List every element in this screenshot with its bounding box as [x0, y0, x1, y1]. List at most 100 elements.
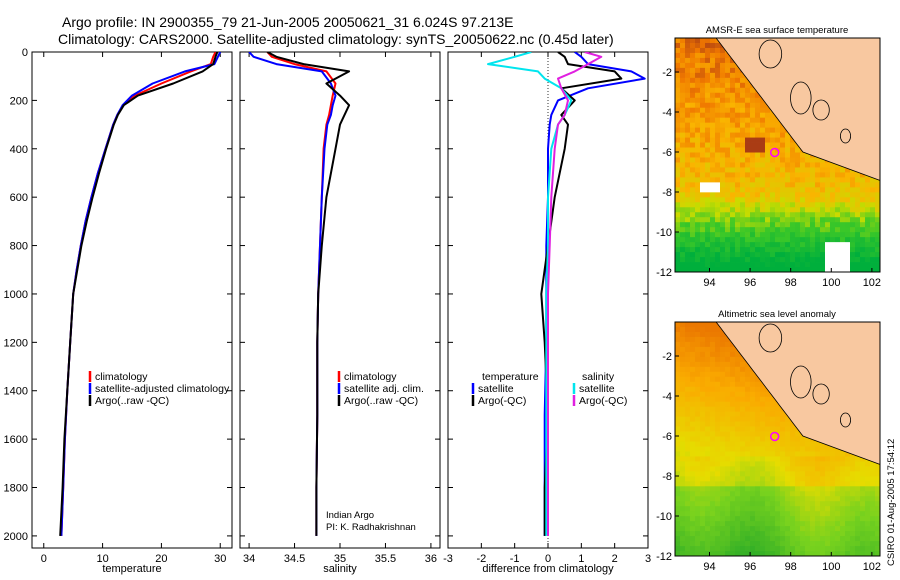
map-cell: [725, 252, 731, 258]
map-cell: [765, 416, 771, 422]
map-cell: [715, 486, 721, 492]
map-cell: [680, 476, 686, 482]
map-cell: [790, 257, 796, 263]
map-cell: [845, 267, 851, 272]
map-cell: [685, 501, 691, 507]
map-cell: [760, 207, 766, 213]
map-cell: [800, 506, 806, 512]
map-cell: [790, 551, 796, 556]
map-cell: [730, 546, 736, 552]
map-cell: [805, 172, 811, 178]
map-cell: [755, 202, 761, 208]
map-cell: [720, 227, 726, 233]
map-cell: [695, 262, 701, 268]
map-cell: [805, 546, 811, 552]
map-cell: [730, 531, 736, 537]
map-cell: [695, 426, 701, 432]
map-cell: [680, 107, 686, 114]
map-cell: [775, 446, 781, 452]
map-cell: [760, 441, 766, 447]
map-cell: [690, 516, 696, 522]
map-cell: [840, 197, 846, 203]
map-cell: [800, 541, 806, 547]
map-cell: [740, 461, 746, 467]
map-cell: [715, 187, 721, 193]
map-cell: [745, 416, 751, 422]
map-cell: [800, 242, 806, 248]
map-cell: [815, 207, 821, 213]
map-cell: [730, 456, 736, 462]
map-cell: [865, 481, 871, 487]
map-cell: [785, 421, 791, 427]
map-cell: [725, 341, 731, 348]
map-cell: [690, 67, 696, 74]
map-cell: [715, 177, 721, 183]
map-cell: [680, 496, 686, 502]
map-cell: [735, 172, 741, 178]
map-cell: [690, 431, 696, 437]
map-cell: [795, 491, 801, 497]
map-cell: [865, 471, 871, 477]
map-cell: [730, 232, 736, 238]
map-cell: [715, 511, 721, 517]
map-cell: [675, 466, 681, 472]
map-cell: [740, 421, 746, 427]
map-cell: [850, 252, 856, 258]
map-cell: [805, 516, 811, 522]
map-cell: [785, 431, 791, 437]
map-cell: [725, 92, 731, 99]
map-cell: [700, 47, 706, 54]
map-cell: [680, 466, 686, 472]
difference-xtick-label: -2: [476, 553, 486, 565]
map-cell: [860, 262, 866, 268]
map-cell: [780, 471, 786, 477]
map-cell: [770, 142, 776, 148]
map-cell: [770, 227, 776, 233]
map-cell: [825, 197, 831, 203]
map-cell: [760, 242, 766, 248]
map-cell: [715, 416, 721, 422]
map-cell: [750, 222, 756, 228]
map-cell: [765, 137, 771, 143]
map-cell: [705, 386, 711, 393]
map-cell: [720, 351, 726, 358]
map-cell: [720, 416, 726, 422]
map-cell: [695, 366, 701, 373]
salinity-xtick-label: 36: [425, 553, 437, 565]
map-cell: [720, 396, 726, 403]
map-cell: [685, 466, 691, 472]
map-cell: [745, 491, 751, 497]
map-cell: [675, 541, 681, 547]
map-cell: [870, 536, 876, 542]
map-cell: [740, 117, 746, 124]
map-cell: [870, 516, 876, 522]
map-cell: [795, 481, 801, 487]
land-island: [812, 383, 830, 405]
map-cell: [745, 541, 751, 547]
map-cell: [755, 192, 761, 198]
map-cell: [725, 217, 731, 223]
map-cell: [705, 411, 711, 417]
map-cell: [810, 172, 816, 178]
map-cell: [790, 192, 796, 198]
map-cell: [780, 222, 786, 228]
map-cell: [875, 237, 880, 243]
map-cell: [735, 122, 741, 129]
map-cell: [725, 346, 731, 353]
map-cell: [730, 97, 736, 104]
map-cell: [745, 481, 751, 487]
map-cell: [795, 177, 801, 183]
map-cell: [695, 536, 701, 542]
map-cell: [770, 202, 776, 208]
map-cell: [745, 247, 751, 253]
map-cell: [850, 541, 856, 547]
map-cell: [840, 536, 846, 542]
map-cell: [700, 466, 706, 472]
map-cell: [715, 72, 721, 79]
map-cell: [780, 546, 786, 552]
map-cell: [830, 461, 836, 467]
map-cell: [755, 197, 761, 203]
map-cell: [720, 451, 726, 457]
map-cell: [875, 202, 880, 208]
map-cell: [725, 471, 731, 477]
